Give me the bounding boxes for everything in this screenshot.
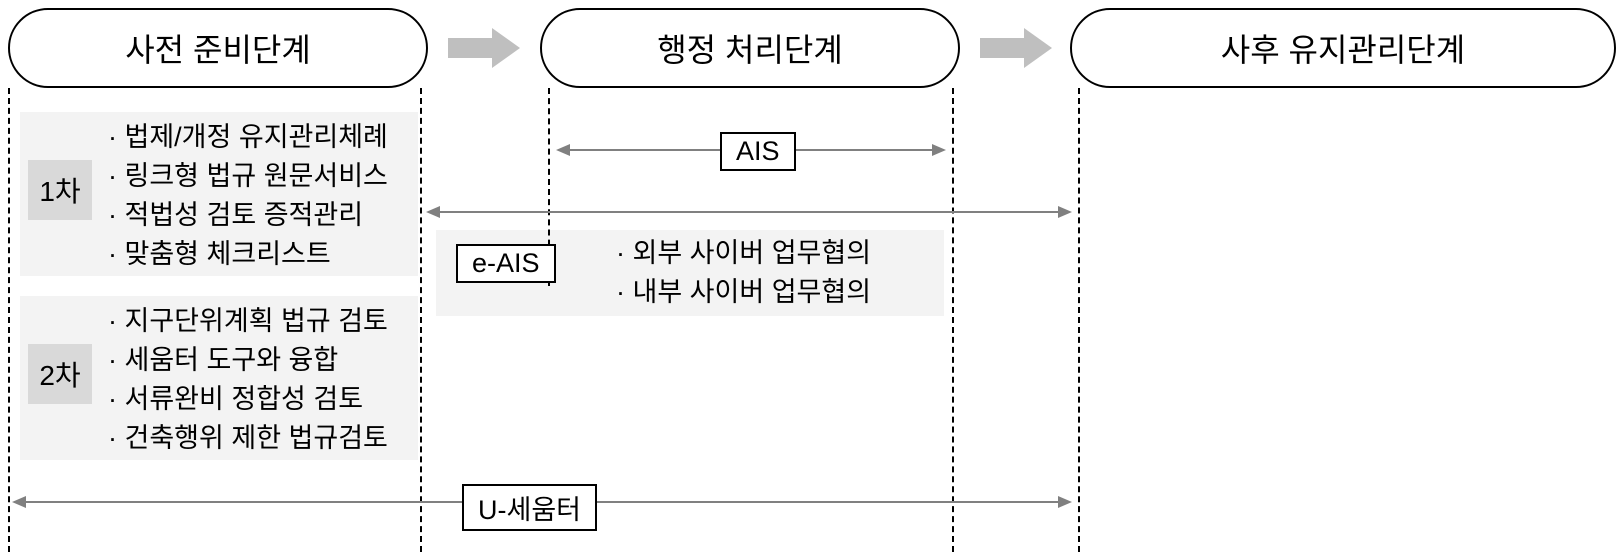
- dash-line-4: [952, 88, 954, 552]
- stage-prep: 사전 준비단계: [8, 8, 428, 88]
- dash-line-1: [8, 88, 10, 552]
- stage-admin-label: 행정 처리단계: [657, 25, 843, 71]
- useum-label-box: U-세움터: [462, 484, 597, 531]
- phase1-item-3: 맞춤형 체크리스트: [108, 235, 388, 274]
- stage-maint-label: 사후 유지관리단계: [1221, 25, 1465, 71]
- eais-label: e-AIS: [472, 248, 540, 278]
- phase1-item-1: 링크형 법규 원문서비스: [108, 157, 388, 196]
- dash-line-2: [420, 88, 422, 552]
- useum-label: U-세움터: [478, 495, 581, 525]
- stage-maint: 사후 유지관리단계: [1070, 8, 1616, 88]
- eais-item-1: 내부 사이버 업무협의: [616, 273, 871, 312]
- phase1-list: 법제/개정 유지관리체례 링크형 법규 원문서비스 적법성 검토 증적관리 맞춤…: [108, 118, 388, 275]
- stage-admin: 행정 처리단계: [540, 8, 960, 88]
- ais-label: AIS: [736, 136, 780, 166]
- phase2-list: 지구단위계획 법규 검토 세움터 도구와 융합 서류완비 정합성 검토 건축행위…: [108, 302, 388, 459]
- ais-label-box: AIS: [720, 132, 796, 171]
- phase2-item-2: 서류완비 정합성 검토: [108, 380, 388, 419]
- phase1-item-2: 적법성 검토 증적관리: [108, 196, 388, 235]
- phase2-item-3: 건축행위 제한 법규검토: [108, 419, 388, 458]
- eais-item-0: 외부 사이버 업무협의: [616, 234, 871, 273]
- phase1-badge: 1차: [28, 160, 92, 220]
- eais-span-arrow: [426, 204, 1072, 220]
- phase2-item-0: 지구단위계획 법규 검토: [108, 302, 388, 341]
- eais-label-box: e-AIS: [456, 244, 556, 283]
- dash-line-5: [1078, 88, 1080, 552]
- phase1-item-0: 법제/개정 유지관리체례: [108, 118, 388, 157]
- phase2-item-1: 세움터 도구와 융합: [108, 341, 388, 380]
- phase2-badge: 2차: [28, 344, 92, 404]
- stage-prep-label: 사전 준비단계: [125, 25, 311, 71]
- phase1-badge-label: 1차: [39, 170, 80, 210]
- arrow-admin-to-maint: [980, 28, 1052, 68]
- arrow-prep-to-admin: [448, 28, 520, 68]
- phase2-badge-label: 2차: [39, 354, 80, 394]
- eais-bullet-list: 외부 사이버 업무협의 내부 사이버 업무협의: [616, 234, 871, 312]
